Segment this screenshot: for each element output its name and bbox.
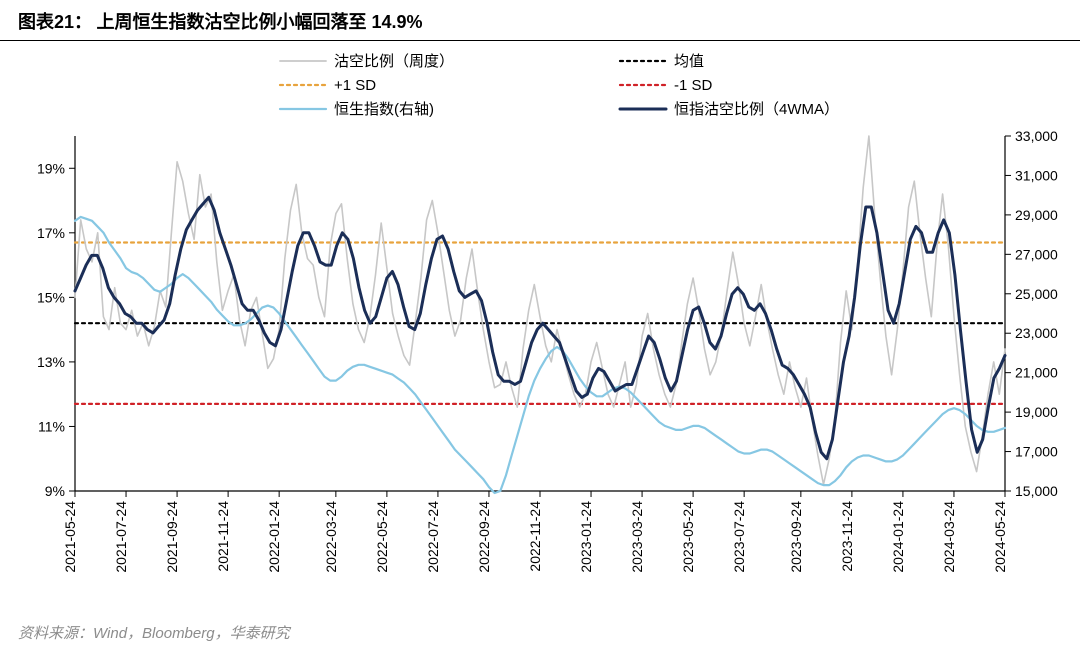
y1-tick-label: 11% <box>38 418 65 434</box>
legend-label-ma4w: 恒指沽空比例（4WMA） <box>674 101 839 118</box>
series-hsi <box>75 217 1005 493</box>
x-tick-label: 2023-11-24 <box>839 501 855 572</box>
x-tick-label: 2022-09-24 <box>476 501 492 573</box>
x-tick-label: 2021-11-24 <box>215 501 231 572</box>
y2-tick-label: 27,000 <box>1015 246 1058 262</box>
chart-svg: 9% 11% 13% 15% 17% 19% 15,000 17,000 19,000 21,00… <box>0 41 1080 631</box>
x-tick-label: 2023-03-24 <box>629 501 645 573</box>
y2-tick-label: 19,000 <box>1015 404 1058 420</box>
x-tick-label: 2021-05-24 <box>62 501 78 573</box>
x-tick-label: 2023-01-24 <box>578 501 594 573</box>
title-prefix: 图表21： <box>18 12 92 32</box>
x-tick-label: 2024-01-24 <box>890 501 906 573</box>
y2-tick-label: 31,000 <box>1015 167 1058 183</box>
y1-tick-label: 15% <box>37 289 65 305</box>
figure-container: 图表21： 上周恒生指数沽空比例小幅回落至 14.9% 9% 11% 13% 15% 1… <box>0 0 1080 649</box>
y2-tick-label: 25,000 <box>1015 286 1058 302</box>
x-tick-label: 2024-03-24 <box>941 501 957 573</box>
y2-tick-label: 23,000 <box>1015 325 1058 341</box>
y2-tick-label: 15,000 <box>1015 483 1058 499</box>
y2-tick-label: 21,000 <box>1015 365 1058 381</box>
x-tick-label: 2023-07-24 <box>731 501 747 573</box>
x-tick-label: 2022-01-24 <box>266 501 282 573</box>
x-tick-label: 2022-03-24 <box>323 501 339 573</box>
y2-tick-label: 29,000 <box>1015 207 1058 223</box>
source-line: 资料来源：Wind，Bloomberg，华泰研究 <box>18 622 290 643</box>
title-text: 上周恒生指数沽空比例小幅回落至 14.9% <box>96 12 422 32</box>
y2-tick-label: 17,000 <box>1015 444 1058 460</box>
x-tick-label: 2021-09-24 <box>164 501 180 573</box>
series-weekly <box>75 136 1005 485</box>
legend-label-plus1: +1 SD <box>334 77 376 94</box>
x-tick-label: 2023-05-24 <box>680 501 696 573</box>
legend-label-minus1: -1 SD <box>674 77 713 94</box>
chart-title: 图表21： 上周恒生指数沽空比例小幅回落至 14.9% <box>0 0 1080 41</box>
legend-label-mean: 均值 <box>674 53 704 70</box>
legend-label-weekly: 沽空比例（周度） <box>334 53 454 70</box>
x-tick-label: 2023-09-24 <box>788 501 804 573</box>
x-tick-label: 2022-11-24 <box>527 501 543 572</box>
y1-tick-label: 17% <box>37 225 65 241</box>
x-tick-label: 2022-05-24 <box>374 501 390 573</box>
x-tick-label: 2024-05-24 <box>992 501 1008 573</box>
legend-label-hsi: 恒生指数(右轴) <box>334 101 434 118</box>
x-tick-label: 2021-07-24 <box>113 501 129 573</box>
y2-tick-label: 33,000 <box>1015 128 1058 144</box>
y1-tick-label: 9% <box>45 483 65 499</box>
y1-tick-label: 13% <box>37 354 65 370</box>
x-tick-label: 2022-07-24 <box>425 501 441 573</box>
y1-tick-label: 19% <box>37 160 65 176</box>
